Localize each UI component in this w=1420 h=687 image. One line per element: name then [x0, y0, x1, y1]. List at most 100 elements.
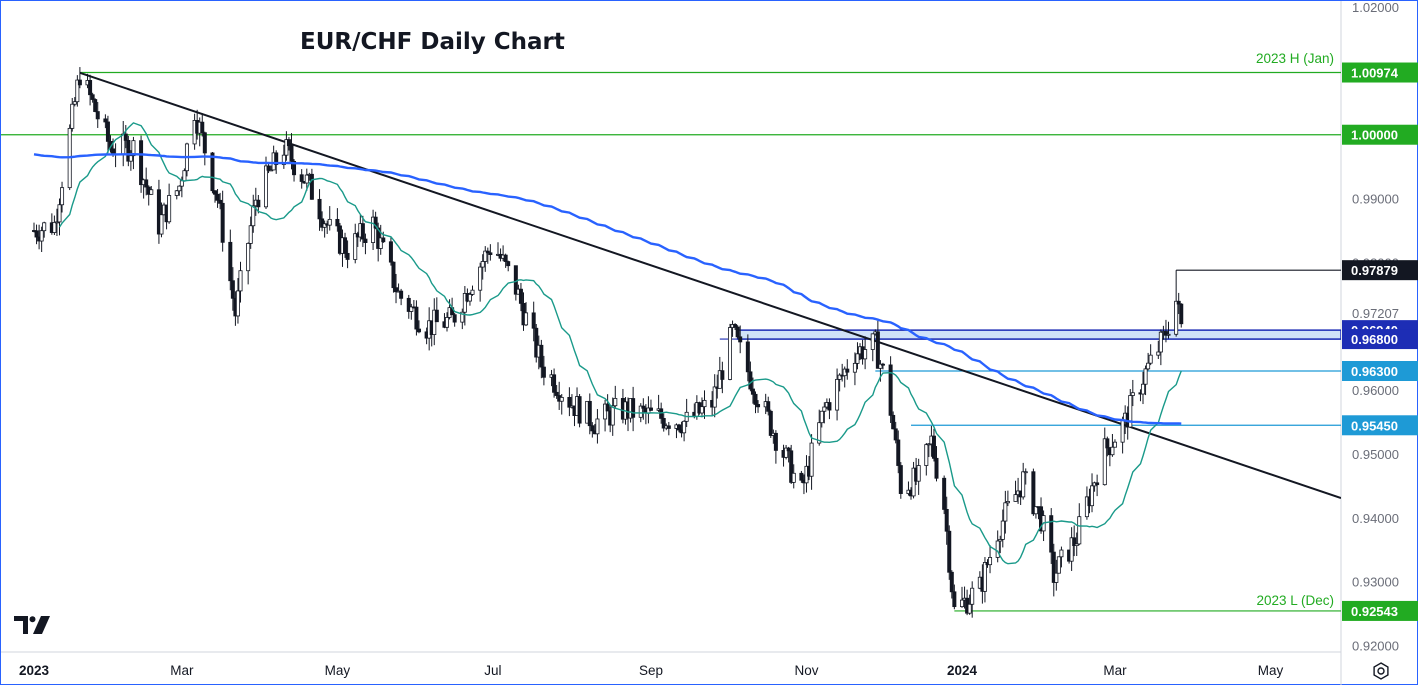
candle-body [399, 290, 404, 299]
candle-body [733, 324, 738, 328]
candle-body [506, 261, 511, 267]
candle-body [149, 189, 154, 195]
candle-body [1105, 438, 1110, 449]
candle-body [1033, 506, 1038, 515]
candle-body [123, 133, 128, 141]
candle-body [470, 289, 475, 295]
time-tick-label: 2023 [19, 663, 50, 678]
candle-body [218, 199, 223, 204]
time-tick-label: Mar [170, 663, 194, 678]
candle-body [52, 221, 57, 233]
candle-body [559, 397, 564, 402]
price-tick-label: 0.99000 [1352, 192, 1399, 207]
tradingview-logo[interactable] [14, 616, 50, 634]
price-axis: 1.020000.990000.980000.972070.960000.950… [1352, 0, 1399, 654]
candle-body [274, 152, 279, 166]
candle-body [748, 371, 753, 390]
candle-body [434, 309, 439, 323]
candle-body [891, 414, 896, 430]
candle-body [661, 418, 666, 429]
candle-body [75, 79, 80, 103]
candle-body [281, 154, 286, 166]
price-level-badge [1342, 124, 1418, 145]
candle-body [531, 312, 536, 329]
candle-body [638, 405, 643, 418]
candle-body [934, 457, 939, 479]
candle-body [554, 391, 559, 396]
candle-body [60, 187, 65, 206]
candle-body [926, 443, 931, 446]
price-level-value: 1.00000 [1351, 128, 1398, 143]
candle-body [360, 223, 365, 240]
candle-body [605, 403, 610, 412]
candle-body [480, 261, 485, 268]
candle-body [995, 540, 1000, 558]
candle-body [552, 374, 557, 393]
candle-body [467, 293, 472, 302]
candle-body [791, 472, 796, 483]
price-tick-label: 1.02000 [1352, 0, 1399, 15]
candle-body [745, 341, 750, 373]
candle-body [960, 599, 965, 608]
candle-body [292, 160, 297, 176]
candle-body [320, 218, 325, 228]
candle-body [1158, 331, 1163, 353]
candle-body [587, 400, 592, 427]
settings-gear-icon[interactable] [1373, 662, 1389, 680]
candle-body [42, 222, 47, 232]
candle-body [648, 407, 653, 411]
time-tick-label: Sep [639, 663, 663, 678]
candle-body [286, 139, 291, 147]
candle-body [949, 571, 954, 593]
candle-body [1090, 485, 1095, 507]
candle-body [916, 465, 921, 482]
descending-trendline [79, 71, 1341, 499]
candle-body [95, 111, 100, 120]
candle-body [1069, 537, 1074, 562]
candle-body [998, 538, 1003, 542]
candle-body [534, 327, 539, 358]
candle-body [1072, 537, 1077, 547]
candle-body [200, 121, 205, 134]
candle-body [144, 179, 149, 188]
candle-body [88, 80, 93, 96]
candle-body [888, 364, 893, 416]
candle-body [1110, 446, 1115, 456]
candle-body [179, 180, 184, 187]
candle-body [289, 145, 294, 162]
candle-body [784, 447, 789, 458]
resistance-zone [736, 329, 1341, 340]
candle-body [817, 422, 822, 444]
candle-body [768, 410, 773, 436]
candle-body [893, 428, 898, 441]
candle-body [720, 370, 725, 380]
candle-body [1059, 549, 1064, 558]
price-level-value: 0.92543 [1351, 604, 1398, 619]
candle-body [1023, 471, 1028, 474]
candle-body [880, 363, 885, 366]
candle-body [699, 406, 704, 414]
candle-body [845, 368, 850, 373]
candle-body [541, 366, 546, 378]
support-resistance-zones [736, 329, 1341, 340]
time-tick-label: May [1258, 663, 1284, 678]
candle-body [967, 603, 972, 614]
candle-body [1003, 502, 1008, 522]
candle-body [1146, 362, 1151, 370]
candle-body [299, 174, 304, 182]
candle-body [353, 233, 358, 260]
candle-body [215, 193, 220, 201]
candle-body [567, 397, 572, 408]
ma-slow-line [33, 152, 1182, 425]
candle-body [641, 405, 646, 409]
candle-body [1130, 392, 1135, 396]
candle-body [863, 349, 868, 360]
candle-body [77, 79, 82, 86]
price-level-badge [1342, 260, 1418, 281]
candle-body [304, 174, 309, 184]
candle-body [230, 280, 235, 299]
candle-body [610, 405, 615, 426]
candle-body [1128, 395, 1133, 428]
candle-body [34, 230, 39, 238]
candle-body [103, 118, 108, 123]
